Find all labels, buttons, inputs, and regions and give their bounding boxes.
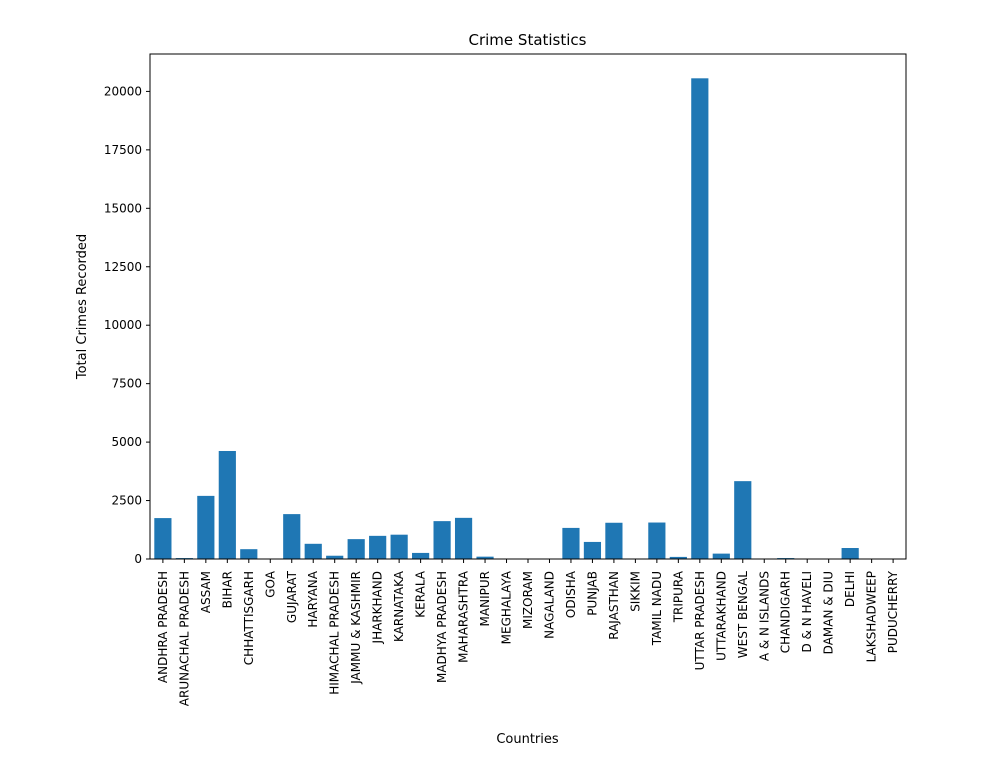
x-tick-label: CHANDIGARH (779, 571, 793, 653)
x-tick-label: TAMIL NADU (650, 571, 664, 646)
x-tick-label: CHHATTISGARH (242, 571, 256, 665)
bar (841, 548, 859, 559)
y-tick-label: 7500 (111, 377, 142, 391)
y-tick-label: 5000 (111, 435, 142, 449)
x-tick-label: MADHYA PRADESH (435, 571, 449, 683)
y-tick-label: 20000 (104, 84, 142, 98)
y-tick-label: 0 (134, 552, 142, 566)
y-tick-label: 12500 (104, 260, 142, 274)
bar (648, 522, 666, 559)
x-tick-label: DAMAN & DIU (822, 571, 836, 654)
bar (734, 481, 752, 559)
x-tick-label: JHARKHAND (371, 571, 385, 644)
x-tick-label: SIKKIM (628, 571, 642, 612)
x-tick-label: ARUNACHAL PRADESH (177, 571, 191, 706)
bar (669, 556, 687, 559)
x-tick-label: WEST BENGAL (736, 571, 750, 659)
chart-title: Crime Statistics (469, 31, 587, 49)
bar (369, 535, 387, 559)
y-tick-label: 2500 (111, 494, 142, 508)
x-axis-title: Countries (496, 732, 559, 747)
bar (605, 522, 623, 559)
x-tick-label: GUJARAT (285, 570, 299, 623)
bar (476, 556, 494, 559)
plot-frame (149, 53, 907, 560)
x-tick-label: MIZORAM (521, 571, 535, 629)
bar (326, 555, 344, 559)
x-tick-label: MANIPUR (478, 571, 492, 626)
bars-layer (154, 78, 902, 560)
bar (347, 539, 365, 559)
x-tick-label: ODISHA (564, 570, 578, 618)
x-tick-label: HIMACHAL PRADESH (328, 571, 342, 695)
x-tick-label: NAGALAND (542, 571, 556, 639)
x-tick-label: KARNATAKA (392, 570, 406, 642)
x-tick-label: A & N ISLANDS (757, 571, 771, 661)
x-tick-label: PUDUCHERRY (886, 570, 900, 653)
x-tick-label: KERALA (414, 570, 428, 617)
x-tick-label: UTTARAKHAND (714, 571, 728, 661)
bar (562, 527, 580, 559)
bar (154, 518, 172, 559)
x-tick-label: MEGHALAYA (500, 570, 514, 644)
bar (691, 78, 709, 559)
bar (304, 543, 322, 559)
x-tick-label: RAJASTHAN (607, 571, 621, 640)
bar (433, 521, 451, 560)
x-tick-label: ASSAM (199, 571, 213, 613)
x-tick-label: UTTAR PRADESH (693, 571, 707, 670)
y-axis-title: Total Crimes Recorded (75, 234, 90, 380)
x-tick-label: TRIPURA (671, 570, 685, 623)
bar (197, 495, 215, 560)
y-axis: 0 2500 5000 7500 10000 12500 15000 17500 20000 (104, 84, 150, 566)
bar (283, 514, 301, 559)
bar (412, 552, 430, 559)
x-tick-label: MAHARASHTRA (457, 570, 471, 663)
x-tick-label: DELHI (843, 571, 857, 607)
y-tick-label: 15000 (104, 201, 142, 215)
x-tick-label: BIHAR (220, 571, 234, 608)
bar (454, 517, 473, 559)
bar (218, 450, 236, 559)
y-tick-label: 10000 (104, 318, 142, 332)
bar (712, 553, 730, 559)
x-tick-label: HARYANA (306, 570, 320, 627)
y-tick-label: 17500 (104, 143, 142, 157)
bar (240, 549, 258, 559)
x-axis: ANDHRA PRADESH ARUNACHAL PRADESH ASSAM BIHA… (156, 559, 900, 706)
x-tick-label: JAMMU & KASHMIR (349, 571, 363, 685)
x-tick-label: ANDHRA PRADESH (156, 571, 170, 683)
bar (390, 534, 408, 559)
x-tick-label: D & N HAVELI (800, 571, 814, 653)
bar (583, 541, 602, 559)
x-tick-label: PUNJAB (585, 571, 599, 616)
x-tick-label: GOA (263, 570, 277, 598)
x-tick-label: LAKSHADWEEP (865, 571, 879, 662)
